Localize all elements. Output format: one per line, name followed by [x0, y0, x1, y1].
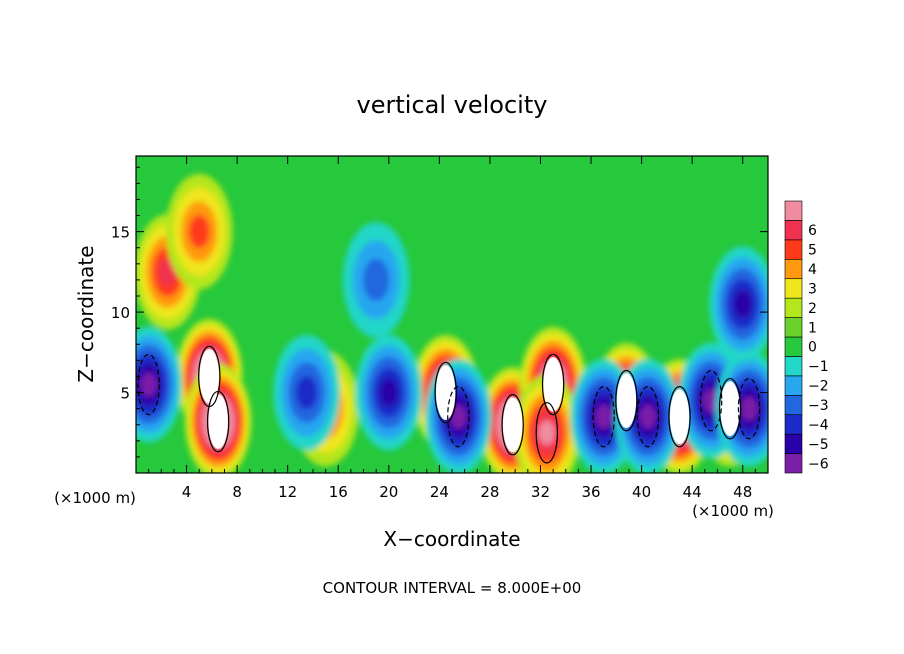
- colorbar-label: 2: [808, 301, 817, 317]
- downdraft-band: [140, 372, 157, 397]
- colorbar-label: −6: [808, 456, 829, 472]
- colorbar-swatch: [784, 239, 803, 260]
- x-axis-label: X−coordinate: [383, 527, 520, 551]
- x-tick-label: 4: [182, 483, 192, 501]
- contour-interval-note: CONTOUR INTERVAL = 8.000E+00: [323, 579, 582, 597]
- contour-line: [434, 361, 457, 424]
- updraft-core: [502, 397, 523, 453]
- contour-line: [668, 385, 691, 448]
- updraft-core: [669, 389, 690, 445]
- downdraft-band: [296, 375, 318, 410]
- colorbar-swatch: [784, 336, 803, 357]
- updraft-core: [616, 373, 637, 428]
- colorbar-label: −3: [808, 398, 829, 414]
- colorbar-swatch: [784, 200, 803, 221]
- colorbar-swatch: [784, 453, 803, 474]
- colorbar-label: 3: [808, 281, 817, 297]
- updraft-core: [199, 349, 220, 404]
- x-tick-label: 12: [278, 483, 297, 501]
- downdraft-band: [703, 388, 720, 413]
- y-tick-label: 15: [111, 224, 130, 242]
- downdraft-band: [740, 396, 758, 421]
- colorbar-swatch: [784, 278, 803, 299]
- plot-area: [135, 155, 769, 474]
- contour-line: [737, 377, 761, 440]
- zero-contours: [137, 345, 761, 464]
- x-axis-ticks: 4 8 12 16 20 24 28 32 36 40 44 48: [148, 156, 756, 501]
- contour-line: [535, 402, 559, 464]
- downdraft-band: [363, 258, 390, 302]
- contour-line: [137, 353, 160, 416]
- updraft-core: [720, 381, 740, 436]
- colorbar-label: 1: [808, 320, 817, 336]
- x-tick-label: 24: [430, 483, 449, 501]
- y-axis-ticks: 5 10 15: [111, 166, 768, 458]
- contour-line: [206, 390, 230, 453]
- colorbar-swatch: [784, 356, 803, 377]
- colorbar-swatch: [784, 375, 803, 396]
- updraft-core: [208, 394, 228, 449]
- contour-line: [636, 385, 660, 448]
- x-tick-label: 36: [581, 483, 600, 501]
- x-tick-label: 20: [379, 483, 398, 501]
- colorbar-swatch: [784, 297, 803, 318]
- colorbar-swatch: [784, 317, 803, 338]
- colorbar-label: −4: [808, 417, 829, 433]
- y-tick-label: 5: [120, 385, 130, 403]
- contour-line: [718, 377, 742, 440]
- colorbar-label: 6: [808, 223, 817, 239]
- x-tick-label: 8: [232, 483, 242, 501]
- colorbar-swatch: [784, 394, 803, 416]
- downdraft-band: [733, 290, 752, 318]
- colorbar-label: 5: [808, 243, 817, 259]
- colorbar-swatch: [784, 220, 803, 241]
- downdraft-band: [639, 404, 656, 429]
- x-tick-label: 16: [329, 483, 348, 501]
- colorbar-label: −2: [808, 379, 829, 395]
- contour-line: [447, 385, 470, 448]
- x-unit-label: (×1000 m): [692, 502, 774, 520]
- colorbar-label: −1: [808, 359, 829, 375]
- contour-line: [501, 394, 524, 456]
- chart-title: vertical velocity: [357, 91, 548, 119]
- colorbar: −6 −5 −4 −3 −2 −1 0 1 2 3 4 5 6: [784, 200, 829, 474]
- colorbar-swatch: [784, 433, 803, 454]
- x-tick-label: 40: [632, 483, 651, 501]
- contour-line: [615, 369, 638, 432]
- downdraft-band: [595, 404, 612, 429]
- x-tick-label: 44: [683, 483, 702, 501]
- y-tick-label: 10: [111, 304, 130, 322]
- x-tick-label: 28: [480, 483, 499, 501]
- colorbar-label: 4: [808, 262, 817, 278]
- updraft-core: [435, 365, 456, 420]
- contour-line: [541, 353, 565, 416]
- y-unit-label: (×1000 m): [54, 489, 136, 507]
- contour-line: [699, 369, 723, 432]
- x-tick-label: 32: [531, 483, 550, 501]
- colorbar-label: −5: [808, 437, 829, 453]
- y-axis-label: Z−coordinate: [74, 245, 98, 382]
- colorbar-label: 0: [808, 340, 817, 356]
- updraft-core: [543, 357, 563, 412]
- contour-line: [592, 385, 615, 448]
- downdraft-band: [379, 378, 398, 407]
- colorbar-swatch: [784, 258, 803, 280]
- updraft-band: [188, 214, 210, 249]
- x-tick-label: 48: [733, 483, 752, 501]
- colorbar-swatch: [784, 414, 803, 435]
- updraft-band: [538, 420, 555, 445]
